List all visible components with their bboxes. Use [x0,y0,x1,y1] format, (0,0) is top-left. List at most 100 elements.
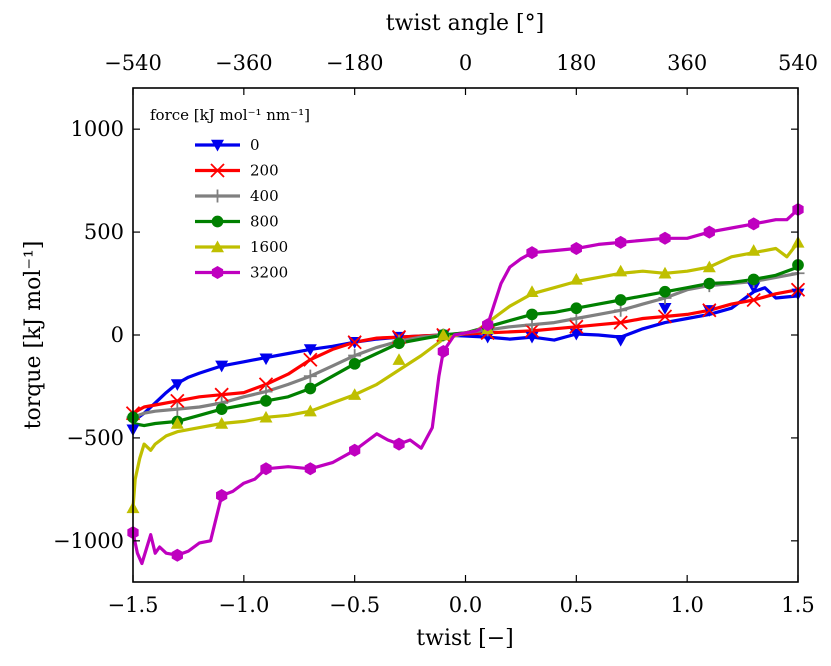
series-marker-0-2 [215,360,229,373]
series-marker-3200-7 [437,344,449,358]
series-marker-400-4 [303,369,317,383]
series-marker-3200-3 [260,462,272,476]
series-marker-200-2 [214,387,229,402]
legend-item-800: 800 [195,213,279,231]
series-marker-800-11 [614,294,627,306]
series-marker-1600-13 [702,260,716,273]
series-marker-800-5 [348,357,361,370]
series-marker-0-1 [170,379,184,391]
legend-marker-400 [211,189,224,203]
series-marker-0-10 [569,328,583,341]
legend-label-800: 800 [250,213,279,231]
x-axis-title: twist [−] [416,626,513,651]
series-line-800 [131,265,800,428]
series-marker-200-11 [613,315,628,330]
legend-title: force [kJ mol⁻¹ nm⁻¹] [150,106,310,124]
series-marker-1600-7 [436,328,450,341]
series-marker-3200-9 [526,246,538,260]
series-marker-0-12 [658,303,672,315]
series-marker-200-3 [258,377,274,392]
series-marker-200-14 [746,292,761,308]
series-marker-1600-4 [303,404,317,417]
legend-label-3200: 3200 [250,264,288,282]
series-line-3200 [131,207,800,566]
series-marker-200-12 [657,309,673,324]
series-marker-800-14 [747,273,760,286]
legend-label-1600: 1600 [250,238,288,256]
y-tick-label: −500 [66,426,124,450]
top-axis-title: twist angle [°] [386,11,544,36]
x-tick-label: −1.0 [218,593,269,617]
series-layer [131,207,800,566]
series-marker-3200-13 [703,225,715,239]
series-marker-1600-1 [170,417,184,429]
legend-items: 0 200 400 800 1600 3200 [195,136,288,282]
series-marker-0-14 [747,282,761,295]
series-marker-1600-2 [215,417,229,429]
series-marker-1600-9 [525,285,539,297]
x-tick-label: 1.0 [670,593,703,617]
legend-marker-1600 [211,240,224,253]
marker-layer [125,202,806,562]
y-tick-label: 500 [84,220,124,244]
y-tick-label: 1000 [71,117,124,141]
series-marker-800-13 [703,277,716,290]
series-marker-800-9 [526,308,538,321]
series-marker-0-11 [614,334,628,347]
tick-label-layer: −1.5 −1.0 −0.5 0.0 0.5 1.0 1.5 −540 −360 −180 0 180… [53,51,818,617]
top-tick-label: −540 [104,51,162,75]
x-tick-label: 1.5 [781,593,814,617]
series-marker-400-1 [170,402,184,416]
series-marker-3200-5 [349,443,361,457]
y-tick-label: −1000 [53,529,124,553]
series-line-1600 [131,240,800,510]
legend-marker-0 [211,139,224,152]
series-marker-800-12 [659,285,671,298]
legend-item-200: 200 [195,162,279,180]
legend-label-0: 0 [250,136,260,154]
series-marker-200-5 [347,335,362,350]
top-tick-label: 540 [778,51,818,75]
series-line-200 [131,288,800,415]
legend-item-0: 0 [195,136,260,154]
series-marker-800-3 [260,395,272,407]
series-marker-1600-3 [259,410,273,423]
series-marker-3200-2 [216,489,228,503]
x-tick-label: 0.0 [449,593,482,617]
legend-label-200: 200 [250,162,279,180]
legend: force [kJ mol⁻¹ nm⁻¹] 0 200 400 800 1600 3200 [150,106,310,282]
series-marker-3200-1 [171,548,183,562]
series-marker-0-4 [303,344,317,356]
series-marker-800-4 [304,382,317,395]
series-marker-1600-6 [392,353,406,365]
y-axis-title: torque [kJ mol⁻¹] [21,241,46,430]
series-marker-3200-4 [304,462,316,476]
series-marker-1600-12 [658,266,672,279]
series-marker-3200-6 [393,437,405,451]
series-marker-200-1 [170,393,185,409]
series-marker-3200-12 [659,231,671,245]
series-marker-1600-10 [569,272,583,285]
series-marker-3200-11 [615,235,627,249]
legend-label-400: 400 [250,187,279,205]
series-marker-400-10 [569,312,583,326]
series-marker-1600-11 [614,264,628,277]
series-marker-400-11 [614,303,628,317]
series-line-400 [131,271,800,419]
legend-marker-800 [211,215,224,228]
series-marker-800-6 [393,337,405,350]
series-marker-1600-14 [747,244,761,256]
series-marker-200-4 [303,352,318,367]
series-marker-800-2 [215,403,228,415]
top-tick-label: −360 [215,51,273,75]
series-marker-0-8 [481,331,495,344]
legend-marker-3200 [211,266,224,279]
series-marker-3200-14 [748,217,760,231]
series-marker-3200-8 [482,318,494,332]
legend-item-400: 400 [195,187,279,205]
y-tick-label: 0 [111,323,124,347]
top-tick-label: −180 [326,51,384,75]
series-marker-400-9 [525,318,539,332]
series-marker-200-10 [569,319,584,334]
